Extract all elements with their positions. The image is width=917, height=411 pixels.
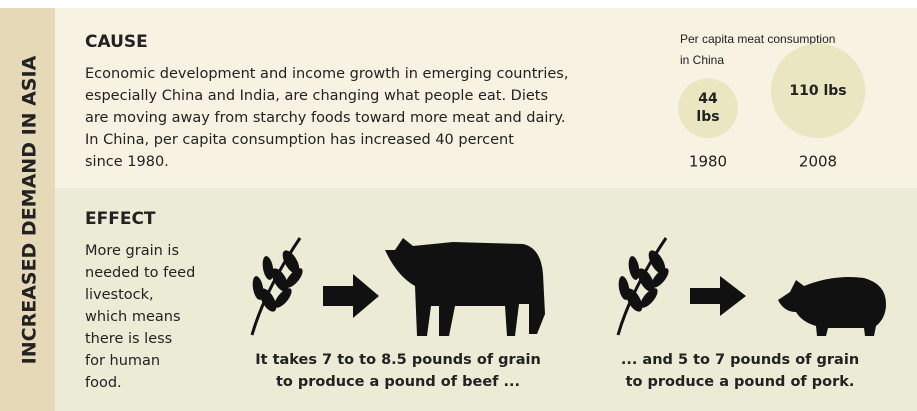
effect-text: for human	[85, 353, 160, 369]
cause-text: Economic development and income growth i…	[85, 66, 568, 82]
caption: to produce a pound of beef ...	[276, 374, 520, 390]
bubble-label: lbs	[696, 109, 719, 125]
cause-title: CAUSE	[85, 32, 148, 52]
bubble	[770, 43, 866, 138]
year-label: 2008	[799, 153, 837, 171]
cause-text: since 1980.	[85, 154, 169, 170]
year-label: 1980	[689, 153, 727, 171]
caption: It takes 7 to to 8.5 pounds of grain	[255, 352, 541, 368]
effect-text: needed to feed	[85, 265, 195, 281]
effect-title: EFFECT	[85, 209, 156, 229]
side-band	[0, 8, 55, 411]
bubble-label: 110 lbs	[789, 83, 846, 99]
caption: to produce a pound of pork.	[626, 374, 855, 390]
effect-text: which means	[85, 309, 181, 325]
bubble	[678, 78, 738, 138]
wheat-icon	[250, 237, 303, 336]
wheat-icon	[616, 237, 669, 336]
cow-icon	[385, 238, 545, 336]
consumption-title: Per capita meat consumption	[680, 32, 835, 46]
effect-text: there is less	[85, 331, 172, 347]
cause-text: are moving away from starchy foods towar…	[85, 110, 565, 126]
side-title: INCREASED DEMAND IN ASIA	[19, 55, 41, 364]
pig-icon	[778, 277, 886, 336]
cause-text: especially China and India, are changing…	[85, 88, 548, 104]
caption: ... and 5 to 7 pounds of grain	[621, 352, 859, 368]
effect-text: livestock,	[85, 287, 154, 303]
arrow	[690, 276, 746, 316]
arrow	[323, 274, 379, 318]
bubble-label: 44	[698, 91, 718, 107]
effect-text: food.	[85, 375, 122, 391]
effect-text: More grain is	[85, 243, 179, 259]
cause-text: In China, per capita consumption has inc…	[85, 132, 514, 148]
consumption-title: in China	[680, 53, 724, 67]
